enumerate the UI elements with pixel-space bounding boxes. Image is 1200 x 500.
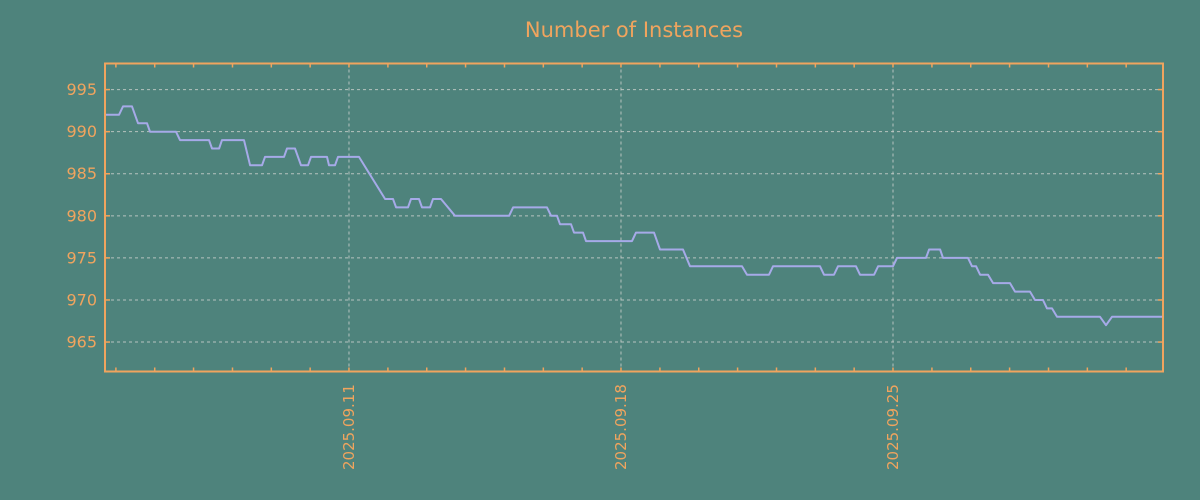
x-axis-tick-label: 2025.09.11 [340,384,358,470]
plot-border [104,62,1164,373]
chart-title: Number of Instances [524,18,744,42]
y-axis-tick-label: 965 [66,333,97,352]
y-axis-tick-label: 995 [66,80,97,99]
y-axis-tick-label: 975 [66,248,97,267]
y-axis-tick-label: 990 [66,122,97,141]
y-axis-tick-label: 985 [66,164,97,183]
y-axis-tick-label: 970 [66,290,97,309]
x-axis-tick-label: 2025.09.18 [612,384,630,470]
data-line-instances [104,105,1164,327]
y-axis-tick-label: 980 [66,206,97,225]
x-axis-tick-label: 2025.09.25 [884,384,902,470]
